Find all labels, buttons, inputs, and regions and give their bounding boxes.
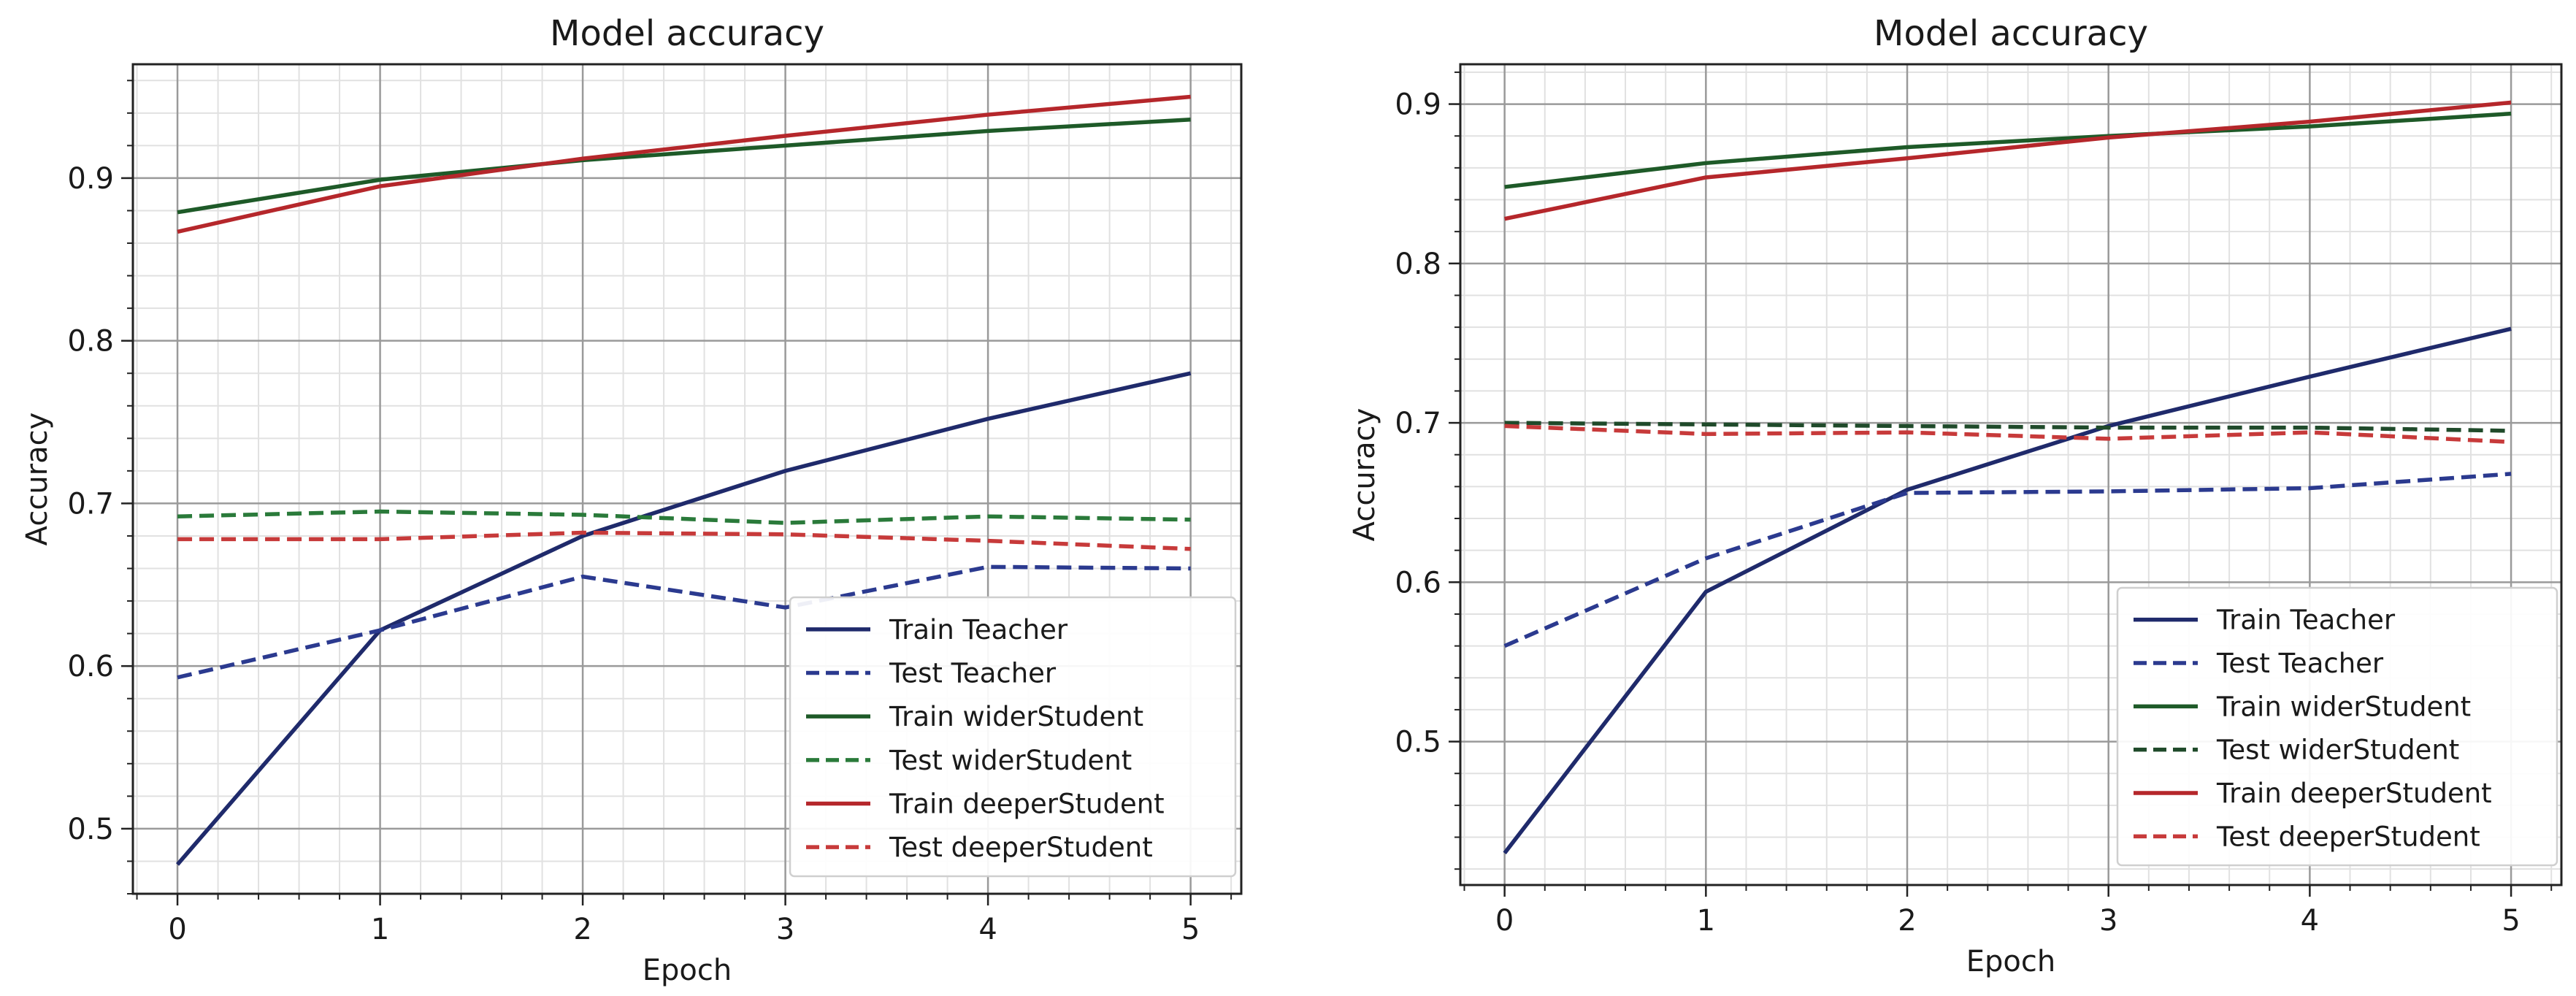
- series-line-train-deeperstudent: [177, 94, 1191, 234]
- y-tick-label: 0.7: [1395, 407, 1441, 440]
- chart-2: 0 1 2 3 4 5 0.5 0.6 0.7 0.8 0.9 Model accuracy Epoch…: [1348, 13, 2563, 978]
- plot-frame: [1459, 63, 2563, 886]
- legend-label: Test Teacher: [2216, 648, 2384, 679]
- chart-1: 0 1 2 3 4 5 0.5 0.6 0.7 0.8 0.9 Model accuracy Epoch…: [20, 13, 1243, 987]
- legend-label: Train widerStudent: [889, 701, 1143, 732]
- y-tick-label: 0.5: [1395, 726, 1441, 759]
- series-line-test-widerstudent: [177, 509, 1191, 525]
- series-line-test-teacher: [177, 564, 1191, 680]
- y-tick-label: 0.9: [67, 162, 114, 196]
- legend-label: Test Teacher: [889, 658, 1057, 689]
- y-tick-label: 0.9: [1395, 88, 1441, 122]
- y-tick-label: 0.6: [1395, 566, 1441, 599]
- series-line-train-deeperstudent: [1504, 100, 2512, 221]
- series-line-test-deeperstudent: [177, 530, 1191, 551]
- x-tick-label: 5: [1181, 913, 1200, 946]
- x-tick-label: 0: [168, 913, 186, 946]
- series-line-test-teacher: [1503, 472, 2512, 648]
- legend-label: Test widerStudent: [889, 745, 1132, 776]
- series-line-train-widerstudent: [1504, 111, 2512, 189]
- series-line-train-teacher: [1503, 326, 2512, 855]
- y-tick-label: 0.8: [1395, 248, 1441, 281]
- legend-label: Test deeperStudent: [889, 832, 1153, 863]
- series-line-test-widerstudent: [1504, 421, 2512, 433]
- legend-label: Test widerStudent: [2216, 735, 2459, 766]
- legend: Train Teacher Test Teacher Train widerStud…: [789, 596, 1237, 878]
- x-axis-label: Epoch: [643, 954, 732, 987]
- legend-box: [2116, 586, 2558, 867]
- x-tick-label: 0: [1495, 904, 1514, 938]
- y-tick-label: 0.7: [67, 487, 114, 521]
- chart-title: Model accuracy: [550, 13, 824, 54]
- legend-box: [789, 596, 1237, 878]
- y-tick-label: 0.8: [67, 325, 114, 359]
- legend: Train Teacher Test Teacher Train widerStud…: [2116, 586, 2558, 867]
- legend-label: Train widerStudent: [2216, 691, 2471, 722]
- y-tick-label: 0.5: [67, 813, 114, 846]
- series-line-train-widerstudent: [177, 117, 1191, 215]
- legend-label: Train deeperStudent: [889, 789, 1165, 820]
- x-tick-label: 4: [978, 913, 997, 946]
- plot-frame: [131, 63, 1243, 895]
- legend-label: Test deeperStudent: [2216, 821, 2480, 852]
- series-line-test-deeperstudent: [1504, 424, 2512, 445]
- x-tick-label: 5: [2502, 904, 2520, 938]
- y-axis-label: Accuracy: [1348, 408, 1381, 542]
- series-lines: [1503, 100, 2512, 855]
- x-tick-label: 4: [2301, 904, 2319, 938]
- legend-label: Train Teacher: [2216, 605, 2396, 636]
- series-line-train-teacher: [175, 371, 1192, 866]
- x-tick-label: 2: [1898, 904, 1916, 938]
- x-axis-label: Epoch: [1966, 945, 2055, 978]
- x-tick-label: 1: [1697, 904, 1715, 938]
- legend-label: Train Teacher: [889, 614, 1068, 646]
- legend-label: Train deeperStudent: [2216, 778, 2492, 809]
- x-tick-label: 2: [573, 913, 591, 946]
- y-axis-label: Accuracy: [20, 413, 54, 546]
- x-tick-label: 1: [371, 913, 389, 946]
- x-tick-label: 3: [776, 913, 794, 946]
- y-tick-label: 0.6: [67, 650, 114, 683]
- x-tick-label: 3: [2099, 904, 2117, 938]
- chart-title: Model accuracy: [1874, 13, 2148, 54]
- series-lines: [175, 94, 1192, 866]
